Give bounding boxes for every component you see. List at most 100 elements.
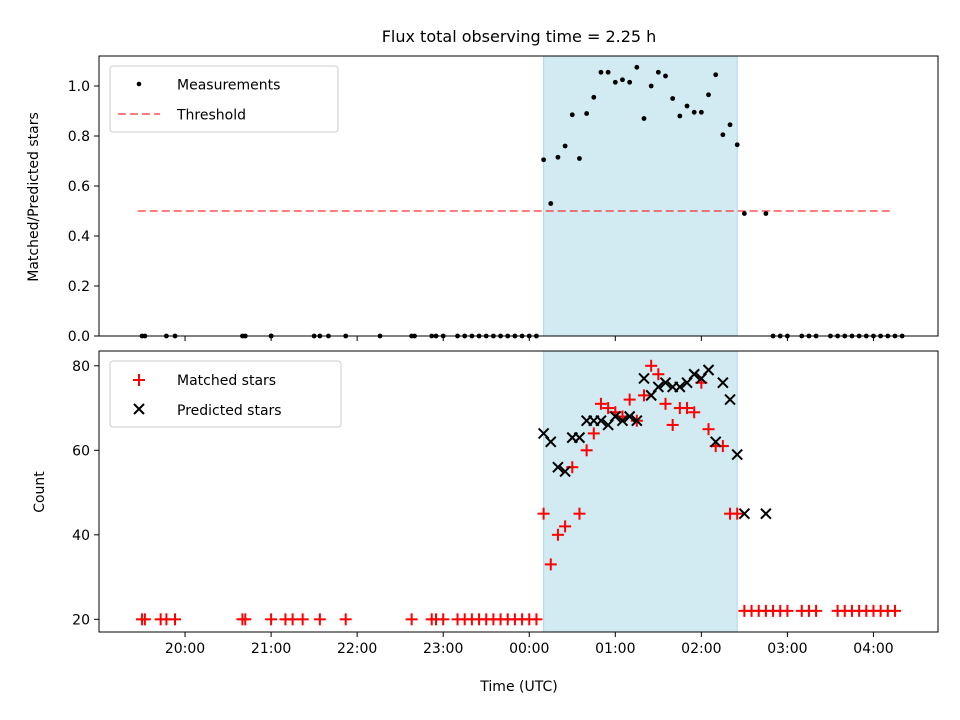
legend-measurements-label: Measurements xyxy=(177,78,280,94)
predicted-star-marker xyxy=(760,507,772,520)
predicted-star-marker xyxy=(709,436,722,448)
matched-star-marker xyxy=(339,613,352,626)
matched-star-marker xyxy=(559,520,572,533)
y-tick-label: 60 xyxy=(72,443,90,459)
x-tick-label: 02:00 xyxy=(681,641,721,657)
measurement-point xyxy=(727,122,733,128)
top-y-ticks: 0.0 0.2 0.4 0.6 0.8 1.0 xyxy=(68,79,99,345)
measurement-point xyxy=(612,79,618,85)
measurement-point xyxy=(584,111,590,116)
predicted-star-marker xyxy=(573,431,586,444)
predicted-star-marker xyxy=(652,381,665,393)
measurement-point xyxy=(541,157,546,163)
measurement-point xyxy=(577,156,582,161)
x-axis-label: Time (UTC) xyxy=(479,679,557,695)
measurement-point xyxy=(620,77,625,83)
y-tick-label: 0.4 xyxy=(68,229,90,245)
matched-star-marker xyxy=(265,613,278,626)
x-tick-label: 01:00 xyxy=(595,641,635,657)
y-tick-label: 20 xyxy=(72,612,90,628)
matched-star-marker xyxy=(286,613,299,626)
predicted-star-marker xyxy=(702,364,715,376)
y-tick-label: 0.0 xyxy=(68,329,90,345)
matched-star-marker xyxy=(169,613,182,626)
measurement-point xyxy=(641,116,647,121)
bottom-axes-frame xyxy=(98,350,939,633)
matched-star-marker xyxy=(296,613,309,626)
matched-star-marker xyxy=(781,604,794,617)
bottom-legend-box xyxy=(109,360,342,428)
predicted-star-marker xyxy=(552,461,564,473)
measurement-point xyxy=(562,143,568,149)
predicted-star-marker xyxy=(659,376,672,389)
measurement-point xyxy=(598,69,604,75)
measurement-point xyxy=(691,109,697,115)
predicted-star-marker xyxy=(616,415,629,427)
predicted-star-marker xyxy=(559,465,571,478)
matched-star-marker xyxy=(551,528,564,541)
x-tick-label: 20:00 xyxy=(165,641,205,657)
predicted-star-marker xyxy=(638,372,650,385)
matched-star-marker xyxy=(544,558,557,571)
y-tick-label: 80 xyxy=(72,359,90,375)
measurement-point xyxy=(734,142,740,148)
measurement-point xyxy=(555,154,561,160)
matched-star-marker xyxy=(530,613,543,626)
matched-star-marker xyxy=(573,507,586,520)
measurement-point xyxy=(591,94,597,100)
matched-star-marker xyxy=(659,397,672,410)
measurement-point xyxy=(670,96,676,101)
predicted-star-marker xyxy=(731,448,743,461)
measurement-point xyxy=(741,211,747,216)
measurement-point xyxy=(720,132,726,138)
y-tick-label: 0.2 xyxy=(68,279,90,295)
figure-title: Flux total observing time = 2.25 h xyxy=(382,27,657,46)
x-tick-label: 23:00 xyxy=(423,641,463,657)
measurement-point xyxy=(548,201,554,206)
matched-star-marker xyxy=(437,613,450,626)
matched-star-marker xyxy=(731,507,744,520)
legend-matched-marker xyxy=(133,374,145,386)
matched-star-marker xyxy=(888,604,901,617)
matched-star-marker xyxy=(138,613,151,626)
predicted-star-marker xyxy=(738,507,751,520)
top-x-ticks xyxy=(184,336,874,341)
matched-star-marker xyxy=(405,613,418,626)
legend-matched-label: Matched stars xyxy=(177,373,276,389)
legend-predicted-marker xyxy=(133,403,145,415)
matched-star-marker xyxy=(810,604,823,617)
matched-star-marker xyxy=(688,406,701,419)
bottom-panel: 20 40 60 80 20:00 21:00 22:00 23:00 00:00 01:00 0… xyxy=(32,350,939,695)
y-tick-label: 0.8 xyxy=(68,129,90,145)
predicted-star-marker xyxy=(623,410,636,423)
measurement-point xyxy=(655,69,661,75)
top-panel: 0.0 0.2 0.4 0.6 0.8 1.0 Matched/Predicted sta… xyxy=(26,55,939,345)
matched-star-marker xyxy=(637,389,650,402)
predicted-star-marker xyxy=(688,368,700,380)
legend-threshold-label: Threshold xyxy=(176,108,246,124)
y-tick-label: 40 xyxy=(72,528,90,544)
predicted-stars-points xyxy=(537,364,772,520)
predicted-star-marker xyxy=(595,415,607,427)
x-tick-label: 21:00 xyxy=(251,641,291,657)
bottom-y-axis-label: Count xyxy=(32,471,48,513)
matched-star-marker xyxy=(702,423,715,436)
matched-star-marker xyxy=(652,368,665,381)
matched-star-marker xyxy=(666,418,679,431)
predicted-star-marker xyxy=(724,393,736,406)
bottom-y-ticks: 20 40 60 80 xyxy=(72,359,99,628)
y-tick-label: 1.0 xyxy=(68,79,90,95)
bottom-shaded-region xyxy=(543,350,738,633)
measurement-point xyxy=(627,79,633,85)
matched-star-marker xyxy=(602,402,615,415)
matched-star-marker xyxy=(645,359,658,372)
predicted-star-marker xyxy=(674,381,686,393)
measurement-point xyxy=(698,109,704,115)
measurement-point xyxy=(684,103,690,109)
matched-star-marker xyxy=(623,393,636,406)
predicted-star-marker xyxy=(545,436,557,448)
top-legend: Measurements Threshold xyxy=(109,65,339,133)
measurement-point xyxy=(648,83,654,89)
matched-star-marker xyxy=(681,402,694,415)
